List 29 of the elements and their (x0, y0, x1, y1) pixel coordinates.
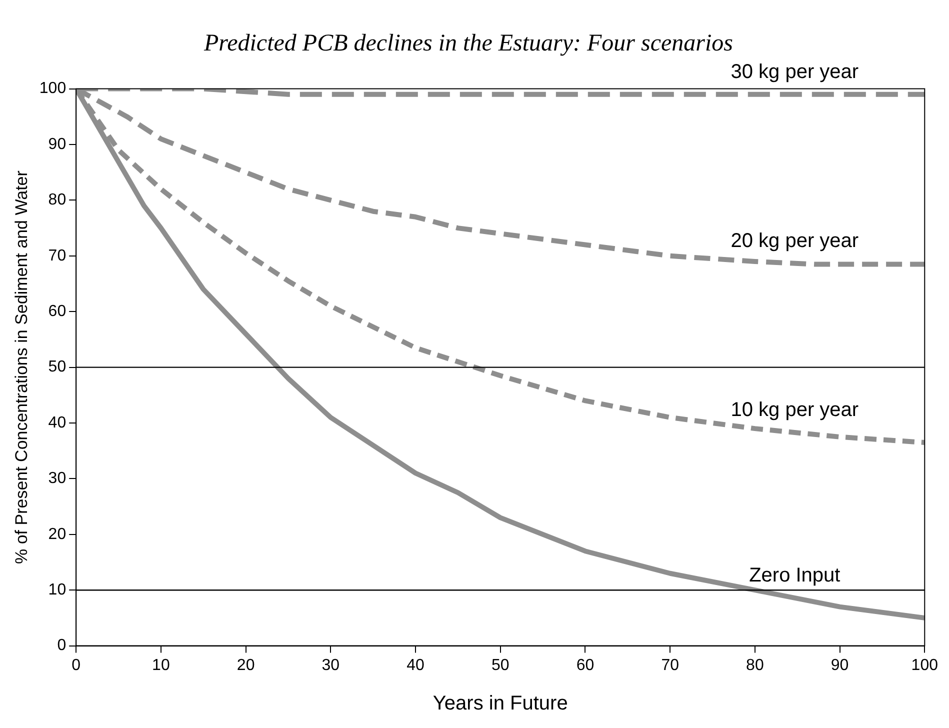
x-tick-label: 20 (236, 656, 255, 674)
series-label: 10 kg per year (730, 398, 859, 421)
y-tick-label: 30 (48, 470, 66, 488)
x-tick-label: 70 (661, 656, 680, 674)
y-tick-label: 0 (57, 637, 66, 654)
y-tick-label: 20 (48, 526, 66, 543)
y-tick-label: 50 (48, 358, 66, 376)
y-tick-label: 90 (48, 136, 66, 153)
y-tick-label: 100 (39, 80, 66, 98)
x-tick-label: 50 (491, 656, 510, 674)
y-tick-label: 70 (48, 247, 66, 264)
x-tick-label: 40 (406, 656, 425, 674)
x-tick-label: 30 (322, 656, 340, 674)
x-axis-title: Years in Future (432, 692, 568, 715)
y-axis-title: % of Present Concentrations in Sediment and Water (12, 170, 31, 564)
x-tick-label: 60 (576, 656, 594, 674)
series-label: 20 kg per year (730, 230, 859, 252)
series-label: Zero Input (749, 564, 841, 586)
x-tick-label: 0 (72, 656, 81, 674)
y-tick-label: 40 (48, 414, 66, 432)
series-label: 30 kg per year (730, 60, 859, 83)
x-tick-label: 100 (911, 656, 938, 674)
y-tick-label: 60 (48, 303, 66, 320)
x-tick-label: 90 (830, 656, 849, 674)
x-tick-label: 80 (746, 656, 764, 674)
x-tick-label: 10 (152, 656, 170, 674)
y-tick-label: 10 (48, 582, 66, 599)
chart-title: Predicted PCB declines in the Estuary: Four scenarios (203, 30, 733, 57)
y-tick-label: 80 (48, 192, 66, 209)
